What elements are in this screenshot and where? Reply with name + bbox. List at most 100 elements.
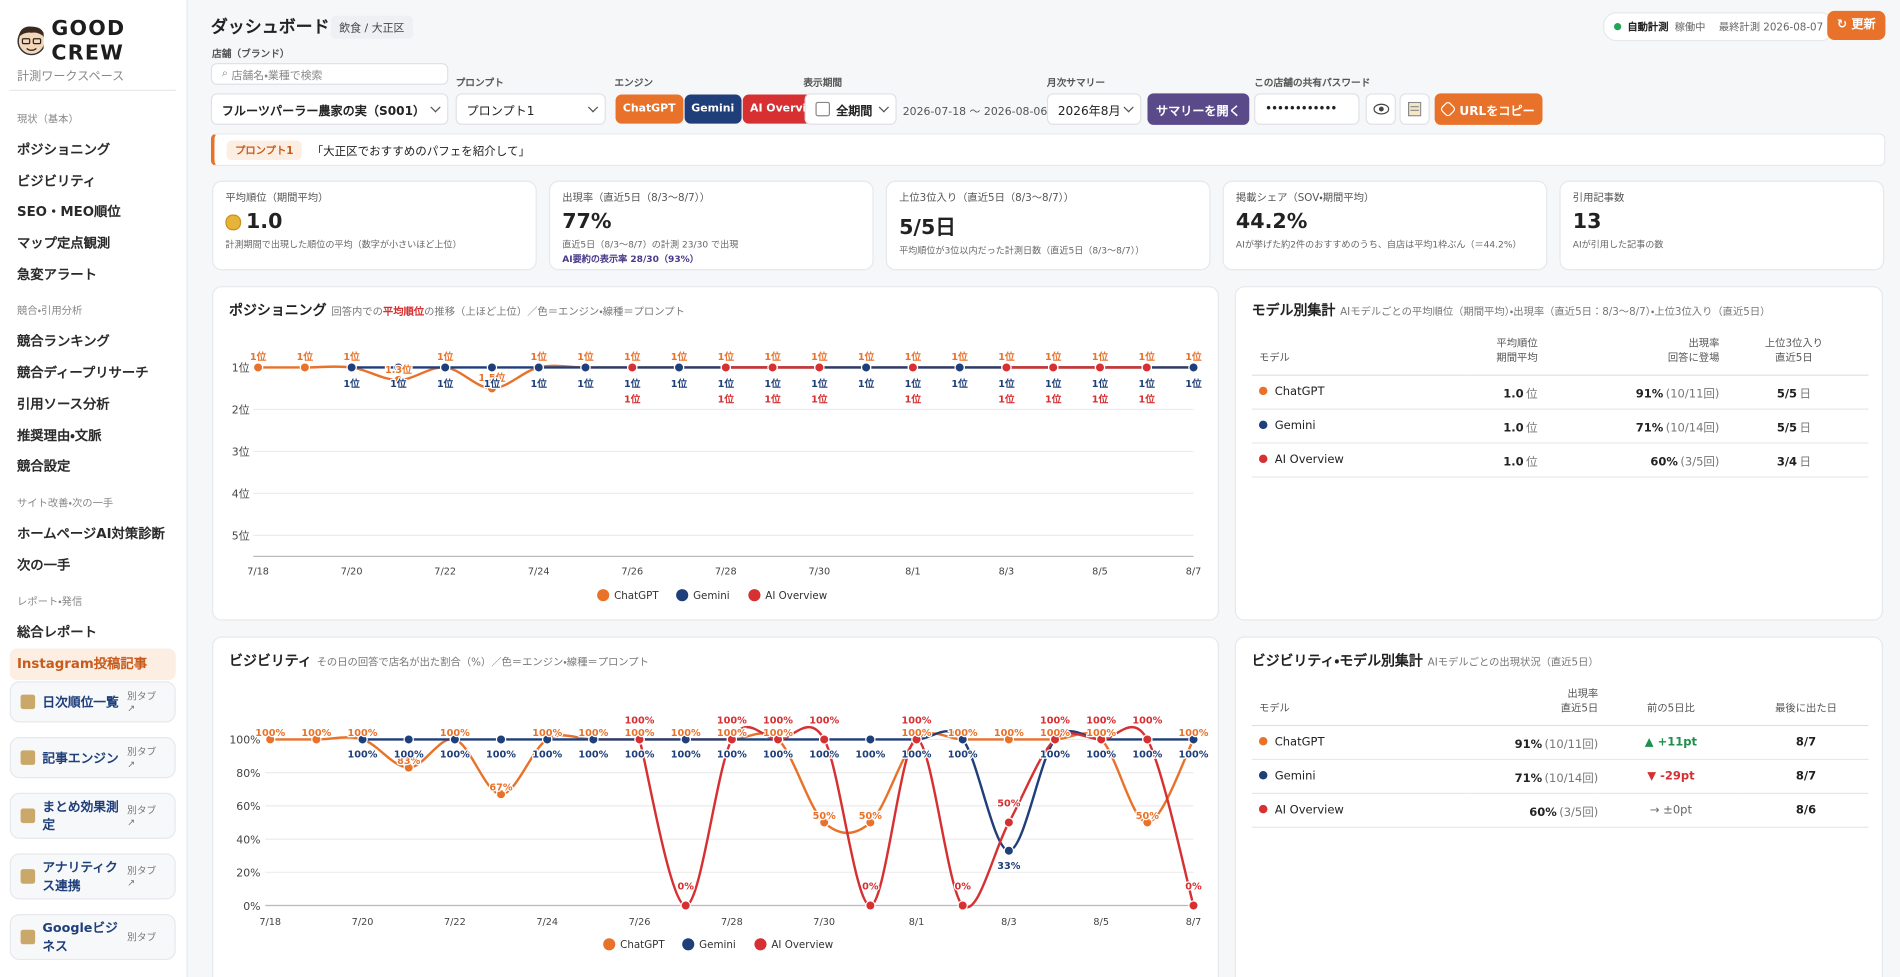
data-point <box>1188 900 1199 911</box>
data-label: 1位 <box>1092 350 1109 363</box>
tool-button[interactable]: まとめ効果測定 別タブ ↗ <box>9 792 176 839</box>
cell-value: 1.0 <box>1503 455 1524 469</box>
show-password-button[interactable] <box>1365 93 1396 125</box>
data-label: 1位 <box>671 377 688 390</box>
table-cell: 1.0 位 <box>1469 443 1538 478</box>
nav-item[interactable]: SEO・MEO順位 <box>16 204 121 220</box>
nav-item[interactable]: 推奨理由・文脈 <box>16 427 102 444</box>
data-label: 100% <box>671 728 701 739</box>
data-label: 1位 <box>577 377 594 390</box>
prompt-select[interactable]: プロンプト1 <box>455 93 606 125</box>
line-chart: 1位 2位 3位 4位 5位 7/18 7/20 7/22 7/24 7/26 7/28 7/30 8/… <box>232 349 1203 602</box>
table-cell: 60% (3/5回) <box>1469 793 1599 828</box>
kpi-card: 平均順位（期間平均） 1.0 計測期間で出現した順位の平均（数字が小さいほど上位） <box>212 180 537 271</box>
cell-unit: 位 <box>1526 421 1538 435</box>
data-label: 1位 <box>811 393 828 406</box>
data-label: 100% <box>1040 728 1070 739</box>
kpi-card: 引用記事数 13 AIが引用した記事の数 <box>1559 180 1885 271</box>
chart-title: ポジショニング 回答内での平均順位の推移（上ほど上位）／色＝エンジン・線種＝プロン… <box>229 301 685 320</box>
data-label: 100% <box>1086 750 1116 761</box>
x-tick-label: 8/7 <box>1186 567 1202 578</box>
nav-item[interactable]: 急変アラート <box>16 266 97 283</box>
header-text: モデル <box>1258 703 1290 716</box>
nav-item[interactable]: 次の一手 <box>16 557 71 573</box>
nav-item[interactable]: ビジビリティ <box>16 172 97 189</box>
cell-unit: (10/14回) <box>1544 771 1599 785</box>
data-point <box>393 374 404 386</box>
table-body: ChatGPT 91% (10/11回) ▲ +11pt 8/7 Gemini 71% (10… <box>1251 725 1869 828</box>
table-cell: 1.0 位 <box>1469 409 1538 444</box>
kpi-desc: 平均順位が3位以内だった計測日数（直近5日（8/3〜8/7）） <box>899 244 1145 256</box>
data-label: 1位 <box>811 350 828 363</box>
nav-item[interactable]: 競合ランキング <box>16 333 110 350</box>
nav-item[interactable]: ホームページAI対策診断 <box>16 525 165 542</box>
refresh-button[interactable]: ↻ 更新 <box>1827 10 1886 41</box>
data-point <box>299 362 311 373</box>
data-point <box>449 734 461 745</box>
kpi-label: 平均順位（期間平均） <box>225 192 329 205</box>
nav-item[interactable]: マップ定点観測 <box>16 235 111 252</box>
data-label: 1位 <box>484 377 501 390</box>
prompt-value: プロンプト1 <box>466 104 535 119</box>
header-text: 平均順位 <box>1496 338 1538 351</box>
data-point <box>814 362 825 373</box>
engine-toggle[interactable]: Gemini <box>684 94 742 124</box>
open-summary-button[interactable]: サマリーを開く <box>1147 93 1250 125</box>
data-point <box>495 734 507 745</box>
data-label: 100% <box>717 728 747 739</box>
tool-label: まとめ効果測定 <box>42 800 119 833</box>
memo-button[interactable] <box>1399 93 1430 125</box>
chart-title-text: ビジビリティ <box>229 652 312 670</box>
x-tick-label: 8/3 <box>999 567 1015 578</box>
password-input[interactable]: •••••••••••• <box>1254 93 1360 125</box>
cell-unit: (10/11回) <box>1665 387 1720 401</box>
legend-swatch <box>682 938 695 951</box>
y-tick-label: 2位 <box>232 404 250 417</box>
tool-button[interactable]: 記事エンジン 別タブ ↗ <box>9 737 176 779</box>
cell-value: 60% <box>1650 455 1678 469</box>
nav-item[interactable]: 総合レポート <box>16 624 97 641</box>
table-header: モデル <box>1251 681 1470 727</box>
table-title-text: ビジビリティ・モデル別集計 <box>1251 652 1423 670</box>
memo-icon <box>1407 101 1422 117</box>
data-label: 1位 <box>437 377 454 390</box>
x-tick-label: 7/26 <box>629 917 651 928</box>
data-label: 1位 <box>624 393 641 406</box>
brand[interactable]: GOOD CREW <box>15 17 187 65</box>
nav-item[interactable]: 競合ディープリサーチ <box>16 365 149 381</box>
engine-toggle[interactable]: ChatGPT <box>615 94 683 124</box>
data-point <box>357 734 368 745</box>
period-select[interactable]: 全期間 <box>804 93 897 125</box>
legend-swatch <box>754 938 767 951</box>
table-head: モデル 平均順位 期間平均 出現率 回答に登場 上位3位入り 直近5日 <box>1251 330 1869 376</box>
x-tick-label: 8/1 <box>909 917 925 928</box>
nav-item[interactable]: 競合設定 <box>16 458 71 475</box>
data-label: 100% <box>1179 728 1209 739</box>
store-select[interactable]: フルーツパーラー農家の実（S001） <box>210 93 449 125</box>
data-label: 0% <box>1185 882 1202 893</box>
data-point <box>264 734 276 745</box>
data-label: 50% <box>997 799 1020 810</box>
tool-button[interactable]: Googleビジネス 別タブ <box>9 913 176 961</box>
copy-url-button[interactable]: URLをコピー <box>1434 93 1543 125</box>
cell-unit: (10/11回) <box>1544 737 1599 751</box>
status: 自動計測 稼働中 最終計測 2026-08-07 <box>1603 12 1835 42</box>
tool-button[interactable]: アナリティクス連携 別タブ ↗ <box>9 853 176 900</box>
data-label: 100% <box>394 750 424 761</box>
nav-item[interactable]: Instagram投稿記事 <box>9 648 176 680</box>
nav-item[interactable]: ポジショニング <box>16 141 111 158</box>
month-select[interactable]: 2026年8月 <box>1046 93 1142 125</box>
data-label: 100% <box>1132 716 1162 727</box>
data-label: 1位 <box>1045 350 1062 363</box>
summary-table: モデル 平均順位 期間平均 出現率 回答に登場 上位3位入り 直近5日 ChatGPT 1.0 位… <box>1251 330 1869 478</box>
x-tick-label: 7/30 <box>813 917 835 928</box>
x-tick-label: 8/7 <box>1186 917 1202 928</box>
store-search[interactable]: ⌕ 店舗名・業種で検索 <box>210 63 449 85</box>
cell-value: 71% <box>1514 771 1543 785</box>
legend-swatch <box>676 589 689 602</box>
nav-item[interactable]: 引用ソース分析 <box>16 396 110 412</box>
tool-button[interactable]: 日次順位一覧 別タブ ↗ <box>9 681 176 723</box>
data-label: 1位 <box>764 350 781 363</box>
period-value: 全期間 <box>836 104 873 119</box>
data-label: 100% <box>440 728 470 739</box>
